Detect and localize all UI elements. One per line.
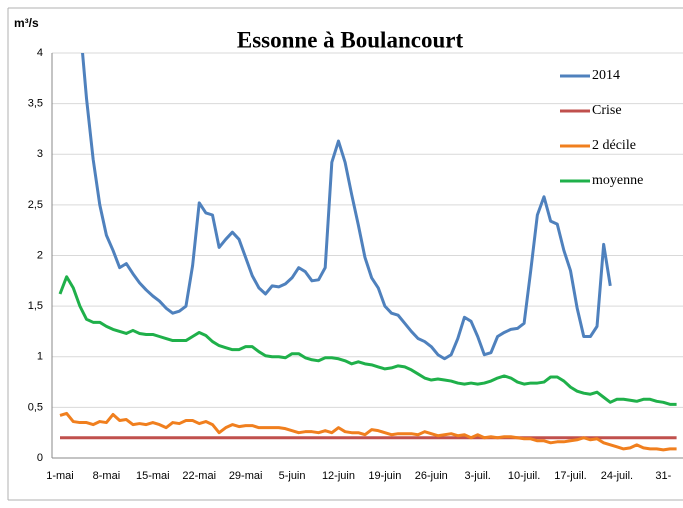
x-tick-label: 10-juil. [508,470,540,482]
grid [52,52,683,459]
y-tick-label: 3,5 [28,98,43,110]
y-tick-label: 1 [37,351,43,363]
y-unit: m³/s [14,16,39,30]
x-tick-label: 12-juin [322,470,355,482]
x-tick-label: 31- [655,470,671,482]
legend-label: Crise [592,103,622,118]
y-tick-label: 0 [37,452,43,464]
y-tick-label: 1,5 [28,300,43,312]
y-tick-label: 3 [37,148,43,160]
x-tick-label: 24-juil. [601,470,633,482]
x-tick-label: 1-mai [46,470,74,482]
legend-label: 2 décile [592,138,636,153]
y-tick-label: 0,5 [28,401,43,413]
legend-label: 2014 [592,68,620,83]
series-line [58,275,677,406]
y-tick-label: 2,5 [28,199,43,211]
x-tick-label: 15-mai [136,470,170,482]
legend-label: moyenne [592,173,643,188]
labels: 0 0,5 1 1,5 2 2,5 3 3,5 4 1-mai 8-mai 15-mai 22-mai 2… [28,47,672,482]
x-tick-label: 5-juin [279,470,306,482]
x-tick-label: 8-mai [93,470,121,482]
series-line [81,53,612,361]
x-tick-label: 26-juin [415,470,448,482]
x-tick-label: 29-mai [229,470,263,482]
y-tick-label: 4 [37,47,43,59]
lines [58,53,677,452]
chart-title: Essonne à Boulancourt [237,27,464,52]
series-line [59,411,677,452]
x-tick-label: 22-mai [182,470,216,482]
x-tick-label: 3-juil. [465,470,491,482]
y-tick-label: 2 [37,249,43,261]
x-tick-label: 17-juil. [554,470,586,482]
x-tick-label: 19-juin [368,470,401,482]
